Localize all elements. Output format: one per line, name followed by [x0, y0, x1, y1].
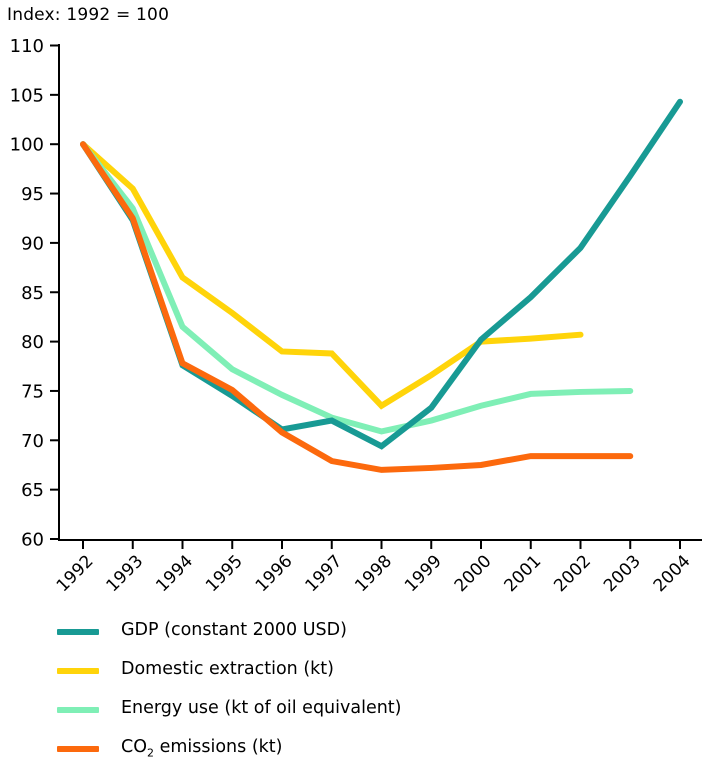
x-tick-label: 2001 [501, 551, 546, 596]
chart-legend: GDP (constant 2000 USD) Domestic extract… [57, 612, 657, 768]
y-tick-label: 100 [10, 135, 44, 156]
chart-title: Index: 1992 = 100 [7, 5, 170, 25]
y-tick-label: 80 [21, 332, 44, 353]
series-co2-emissions-line [80, 141, 634, 473]
y-tick-label: 105 [10, 85, 44, 106]
y-tick-label: 95 [21, 184, 44, 205]
x-tick-label: 1992 [53, 551, 98, 596]
series-energy-use-line [80, 141, 634, 435]
legend-label-gdp: GDP (constant 2000 USD) [121, 620, 347, 641]
legend-label-domestic-extraction: Domestic extraction (kt) [121, 659, 334, 680]
y-tick-label: 85 [21, 283, 44, 304]
legend-item-gdp: GDP (constant 2000 USD) [57, 612, 657, 651]
legend-item-energy-use: Energy use (kt of oil equivalent) [57, 690, 657, 729]
x-tick-label: 1995 [202, 551, 247, 596]
legend-label-energy-use: Energy use (kt of oil equivalent) [121, 698, 402, 719]
y-tick-label: 75 [21, 381, 44, 402]
x-tick-label: 1993 [103, 551, 148, 596]
y-tick-label: 110 [10, 36, 44, 57]
x-tick-label: 2002 [550, 551, 595, 596]
x-tick-label: 1999 [401, 551, 446, 596]
x-tick-label: 1998 [351, 551, 396, 596]
x-tick-label: 2004 [650, 551, 695, 596]
x-tick-label: 1996 [252, 551, 297, 596]
y-tick-label: 65 [21, 480, 44, 501]
legend-label-co2-emissions: CO2 emissions (kt) [121, 737, 283, 760]
y-tick-label: 60 [21, 530, 44, 551]
series-domestic-extraction-line [80, 141, 584, 410]
x-tick-label: 1997 [302, 551, 347, 596]
y-tick-label: 70 [21, 431, 44, 452]
y-tick-label: 90 [21, 233, 44, 254]
x-tick-label: 2003 [600, 551, 645, 596]
x-tick-label: 1994 [152, 551, 197, 596]
legend-swatch-domestic-extraction [57, 667, 99, 674]
legend-item-domestic-extraction: Domestic extraction (kt) [57, 651, 657, 690]
legend-item-co2-emissions: CO2 emissions (kt) [57, 729, 657, 768]
legend-swatch-co2-emissions [57, 745, 99, 752]
legend-swatch-gdp [57, 628, 99, 635]
legend-swatch-energy-use [57, 706, 99, 713]
x-tick-label: 2000 [451, 551, 496, 596]
